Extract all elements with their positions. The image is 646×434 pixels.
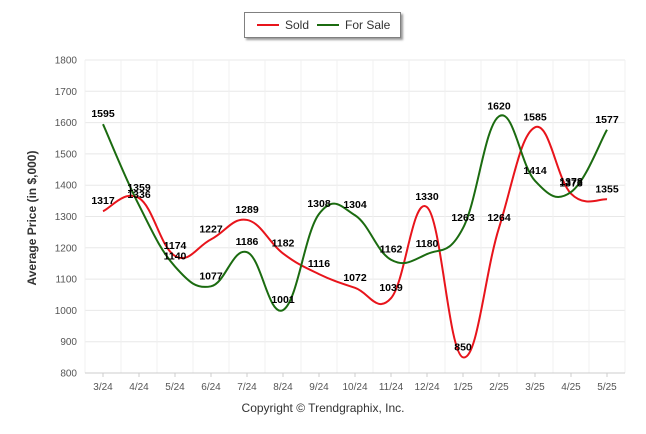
data-label-sold: 1174	[164, 240, 187, 252]
x-tick-label: 10/24	[342, 382, 367, 393]
data-label-for-sale: 1577	[595, 114, 619, 126]
data-label-for-sale: 1180	[416, 238, 439, 250]
data-label-for-sale: 1186	[236, 236, 259, 248]
legend-swatch-for-sale	[317, 23, 339, 26]
y-tick-label: 800	[60, 369, 77, 380]
y-tick-label: 1200	[55, 243, 78, 254]
legend[interactable]: Sold For Sale	[244, 12, 401, 38]
x-tick-label: 9/24	[309, 382, 329, 393]
data-label-sold: 1355	[595, 183, 619, 195]
data-label-for-sale: 1336	[127, 189, 151, 201]
x-tick-label: 7/24	[237, 382, 257, 393]
y-tick-label: 1000	[55, 306, 78, 317]
copyright-text: Copyright © Trendgraphix, Inc.	[241, 401, 405, 415]
x-tick-label: 1/25	[453, 382, 473, 393]
legend-item-sold[interactable]: Sold	[257, 18, 309, 32]
data-label-sold: 1072	[343, 272, 367, 284]
data-label-sold: 1585	[523, 111, 547, 123]
data-label-for-sale: 1077	[199, 270, 223, 282]
x-tick-label: 12/24	[414, 382, 439, 393]
data-label-for-sale: 1308	[307, 198, 331, 210]
y-tick-label: 900	[60, 337, 77, 348]
legend-label-for-sale: For Sale	[345, 18, 391, 32]
legend-item-for-sale[interactable]: For Sale	[317, 18, 390, 32]
data-label-for-sale: 1414	[523, 165, 547, 177]
data-label-for-sale: 1162	[380, 244, 403, 256]
data-label-for-sale: 1595	[91, 108, 115, 120]
x-tick-label: 4/25	[561, 382, 581, 393]
data-label-sold: 1182	[272, 237, 295, 249]
data-label-sold: 1227	[199, 223, 223, 235]
data-label-sold: 1359	[127, 182, 151, 194]
y-tick-label: 1100	[55, 275, 77, 286]
y-tick-label: 1400	[55, 181, 78, 192]
x-tick-label: 4/24	[129, 382, 149, 393]
data-label-sold: 1039	[379, 282, 403, 294]
x-tick-label: 3/25	[525, 382, 545, 393]
data-label-for-sale: 1620	[487, 100, 511, 112]
data-label-sold: 1289	[235, 204, 259, 216]
x-tick-label: 2/25	[489, 382, 509, 393]
data-label-sold: 1264	[487, 212, 511, 224]
legend-swatch-sold	[257, 23, 279, 26]
data-label-sold: 1116	[308, 258, 330, 270]
x-tick-label: 5/24	[165, 382, 185, 393]
data-label-sold: 1373	[559, 178, 583, 190]
data-label-sold: 850	[454, 341, 472, 353]
data-label-sold: 1317	[91, 195, 115, 207]
legend-label-sold: Sold	[285, 18, 310, 32]
x-tick-label: 6/24	[201, 382, 221, 393]
x-tick-label: 8/24	[273, 382, 293, 393]
data-label-for-sale: 1304	[343, 199, 367, 211]
y-tick-label: 1600	[55, 118, 78, 129]
data-label-for-sale: 1263	[451, 212, 475, 224]
x-tick-label: 5/25	[597, 382, 617, 393]
data-label-sold: 1330	[415, 191, 439, 203]
data-label-for-sale: 1001	[271, 294, 295, 306]
data-label-for-sale: 1378	[559, 176, 583, 188]
data-label-for-sale: 1140	[164, 251, 187, 263]
y-tick-label: 1300	[55, 212, 78, 223]
y-tick-label: 1500	[55, 149, 78, 160]
y-tick-label: 1700	[55, 87, 78, 98]
x-tick-label: 11/24	[379, 382, 404, 393]
y-tick-label: 1800	[55, 56, 78, 67]
x-tick-label: 3/24	[93, 382, 113, 393]
